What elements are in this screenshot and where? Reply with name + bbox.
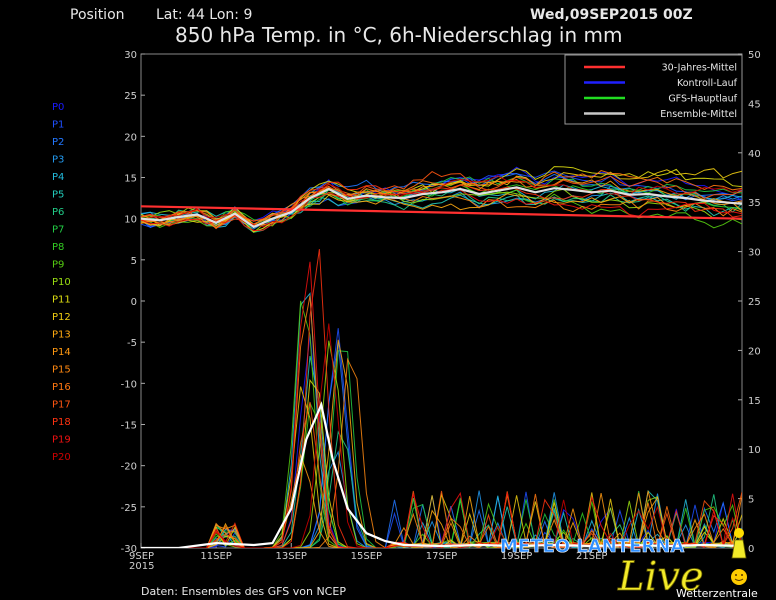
series-line-precip-mean <box>141 401 742 548</box>
member-label: P16 <box>52 382 71 393</box>
y-left-tick-label: 15 <box>124 174 137 185</box>
legend: 30-Jahres-Mittel Kontroll-Lauf GFS-Hauptla… <box>564 54 743 125</box>
member-label: P9 <box>52 260 64 271</box>
chart-title: 850 hPa Temp. in °C, 6h-Niederschlag in … <box>175 23 622 47</box>
meteo-lanterna-logo: METEO LANTERNA Live Wetterzentrale <box>500 528 758 600</box>
logo-sub-text: Wetterzentrale <box>676 587 758 600</box>
member-label: P6 <box>52 207 64 218</box>
plot-area <box>140 53 743 549</box>
legend-entry: Kontroll-Lauf <box>677 78 738 89</box>
y-left-tick-label: 10 <box>124 215 137 226</box>
member-label: P1 <box>52 120 64 131</box>
y-left-tick-label: -15 <box>121 421 137 432</box>
main-series <box>141 186 742 548</box>
member-label: P2 <box>52 137 64 148</box>
x-tick-label: 9SEP 2015 <box>129 551 154 572</box>
member-precip-line <box>141 323 742 548</box>
member-label: P15 <box>52 365 71 376</box>
y-left-tick-label: -5 <box>127 338 137 349</box>
member-label: P20 <box>52 452 71 463</box>
member-label: P19 <box>52 435 71 446</box>
y-right-tick-label: 35 <box>748 198 761 209</box>
y-right-tick-label: 45 <box>748 99 761 110</box>
y-left-tick-label: -20 <box>121 462 137 473</box>
y-right-tick-label: 25 <box>748 297 761 308</box>
legend-entry: Ensemble-Mittel <box>660 109 737 120</box>
y-left-tick-label: 0 <box>131 297 137 308</box>
x-tick-label: 13SEP <box>276 551 307 562</box>
member-label: P5 <box>52 190 64 201</box>
member-label: P7 <box>52 225 64 236</box>
logo-main-text: METEO LANTERNA <box>500 536 684 557</box>
member-label: P13 <box>52 330 71 341</box>
member-label: P10 <box>52 277 71 288</box>
x-tick-label: 17SEP <box>426 551 457 562</box>
x-tick-label: 15SEP <box>351 551 382 562</box>
position-coords: Lat: 44 Lon: 9 <box>156 7 252 23</box>
member-label: P8 <box>52 242 64 253</box>
y-right-tick-label: 10 <box>748 445 761 456</box>
member-label: P3 <box>52 155 64 166</box>
ensemble-member-list: P0 P1 P2 P3 P4 P5 P6 P7 P8 P9 P10 P11 P12 P13 P14 P15 P1… <box>52 102 71 463</box>
y-left-tick-label: 25 <box>124 91 137 102</box>
y-right-tick-label: 20 <box>748 346 761 357</box>
run-timestamp: Wed,09SEP2015 00Z <box>530 7 693 23</box>
member-label: P18 <box>52 417 71 428</box>
member-temp-line <box>141 189 742 232</box>
member-label: P17 <box>52 400 71 411</box>
x-tick-label: 11SEP <box>200 551 231 562</box>
member-label: P4 <box>52 172 64 183</box>
x-tick-label: 21SEP <box>576 551 607 562</box>
y-right-tick-label: 15 <box>748 396 761 407</box>
x-tick-label: 19SEP <box>501 551 532 562</box>
y-left-tick-label: 5 <box>131 256 137 267</box>
member-label: P0 <box>52 102 64 113</box>
series-line-ensemble-mean <box>141 186 742 229</box>
position-label: Position <box>70 7 125 23</box>
y-left-tick-label: -10 <box>121 379 137 390</box>
y-left-tick-label: 30 <box>124 50 137 61</box>
y-right-tick-label: 5 <box>748 495 754 506</box>
member-temp-line <box>141 169 742 227</box>
sun-icon <box>731 569 747 585</box>
member-temp-line <box>141 181 742 222</box>
y-axis-left: 30 25 20 15 10 5 0 -5 -10 -15 -20 -25 -30 <box>121 50 145 555</box>
member-label: P14 <box>52 347 71 358</box>
legend-entry: GFS-Hauptlauf <box>668 94 737 105</box>
y-left-tick-label: 20 <box>124 132 137 143</box>
y-left-tick-label: -30 <box>121 544 137 555</box>
member-label: P11 <box>52 295 71 306</box>
y-left-tick-label: -25 <box>121 503 137 514</box>
member-label: P12 <box>52 312 71 323</box>
y-right-tick-label: 40 <box>748 149 761 160</box>
series-line-climate-mean <box>141 205 742 220</box>
logo-live-text: Live <box>617 554 704 600</box>
data-source: Daten: Ensembles des GFS von NCEP <box>141 585 346 598</box>
lighthouse-icon <box>731 528 747 559</box>
y-right-tick-label: 50 <box>748 50 761 61</box>
legend-entry: 30-Jahres-Mittel <box>662 63 737 74</box>
member-temp-line <box>141 175 742 228</box>
y-right-tick-label: 0 <box>748 544 754 555</box>
y-right-tick-label: 30 <box>748 248 761 259</box>
